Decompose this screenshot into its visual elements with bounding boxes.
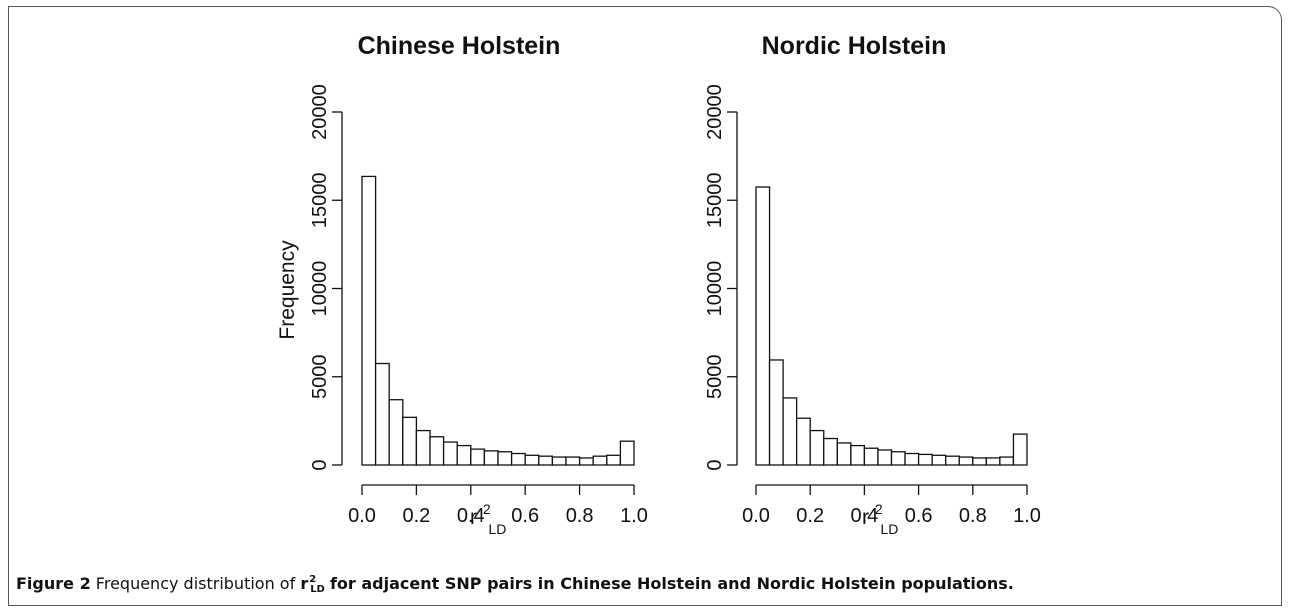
histogram-bar [456,444,472,466]
y-tick-label: 0 [704,459,726,470]
histogram-bar [958,456,974,466]
histogram-bar [768,359,784,466]
histogram-bar [796,417,811,466]
chart-title: Chinese Holstein [358,32,561,60]
histogram-bar [972,457,987,466]
caption-text-after: for adjacent SNP pairs in Chinese Holste… [329,574,1014,593]
histogram-bar [402,416,418,466]
x-tick-label: 0.4 [850,505,878,527]
histogram-nordic-holstein: Nordic Holstein 0 5000 10000 15000 20000 0.0… [704,32,1041,537]
histogram-bar [442,441,458,466]
x-axis-label-sub: LD [880,521,898,537]
y-axis: 0 5000 10000 15000 20000 [704,84,738,471]
y-tick-label: 20000 [309,84,331,140]
x-tick-label: 0.8 [566,505,594,527]
y-tick-label: 5000 [704,355,726,400]
histogram-bar [510,452,526,466]
x-axis: 0.0 0.2 0.4 0.6 0.8 1.0 [348,484,648,527]
caption-symbol: r2LD [300,574,325,595]
bars [755,186,1028,466]
x-tick-label: 0.6 [905,505,933,527]
histogram-bar [470,448,486,466]
histogram-bar [1012,433,1028,466]
histogram-bar [551,456,567,466]
x-axis: 0.0 0.2 0.4 0.6 0.8 1.0 [742,484,1041,527]
histogram-bar [917,453,933,466]
x-tick-label: 0.4 [457,505,485,527]
caption-label: Figure 2 [16,574,91,593]
x-tick-label: 0.6 [511,505,539,527]
histogram-bar [999,456,1015,466]
x-axis-label-base: r [862,506,869,529]
x-tick-label: 0.8 [959,505,987,527]
caption-symbol-sup: 2 [309,574,317,585]
caption-symbol-sub: LD [310,584,325,595]
histogram-bar [429,436,445,466]
histogram-bar [388,399,404,466]
histogram-bar [931,454,947,466]
histogram-chinese-holstein: Chinese Holstein Frequency 0 5000 10000 150… [276,32,648,537]
histogram-bar [809,429,825,466]
caption-text-before: Frequency distribution of [95,574,296,593]
y-tick-label: 5000 [309,355,331,400]
y-axis: 0 5000 10000 15000 20000 [309,84,343,471]
histogram-bar [904,452,920,466]
y-tick-label: 0 [309,459,331,470]
caption-symbol-base: r [300,574,309,593]
histogram-bar [836,442,852,466]
histogram-bar [565,456,581,466]
histogram-bar [890,451,906,466]
histogram-bar [538,455,554,466]
y-tick-label: 10000 [704,261,726,317]
histogram-bar [578,457,594,466]
histogram-bar [985,457,1001,466]
x-tick-label: 0.0 [742,505,770,527]
histogram-bar [945,455,960,466]
histogram-bar [592,455,608,466]
histogram-bar [782,397,798,466]
y-tick-label: 15000 [704,172,726,228]
figure-caption: Figure 2 Frequency distribution of r2LD … [16,574,1014,595]
x-tick-label: 0.0 [348,505,376,527]
histogram-bar [483,450,499,466]
x-axis-label: r 2 LD [862,496,898,537]
y-axis-label: Frequency [276,240,299,340]
chart-title: Nordic Holstein [762,32,947,60]
histogram-bar [619,440,635,466]
histogram-bar [524,454,540,466]
y-tick-label: 15000 [309,172,331,228]
x-axis-label-sup: 2 [875,501,883,517]
x-tick-label: 0.2 [796,505,824,527]
x-axis-label-sup: 2 [483,501,491,517]
y-tick-label: 20000 [704,84,726,140]
x-tick-label: 0.2 [402,505,430,527]
histogram-bar [361,175,377,466]
histogram-bar [374,362,390,466]
histogram-bar [497,451,513,466]
histogram-bar [823,437,838,466]
x-axis-label: r 2 LD [470,496,506,537]
histogram-bar [850,444,866,466]
x-axis-label-base: r [470,506,477,529]
histogram-bar [863,447,879,466]
histogram-bar [415,429,431,466]
histogram-bar [606,454,622,466]
histogram-bar [755,186,771,466]
bars [361,175,635,466]
x-tick-label: 1.0 [1013,505,1041,527]
y-tick-label: 10000 [309,261,331,317]
x-axis-label-sub: LD [488,521,506,537]
figure-frame [8,6,1282,606]
histogram-bar [877,449,893,466]
x-tick-label: 1.0 [620,505,648,527]
